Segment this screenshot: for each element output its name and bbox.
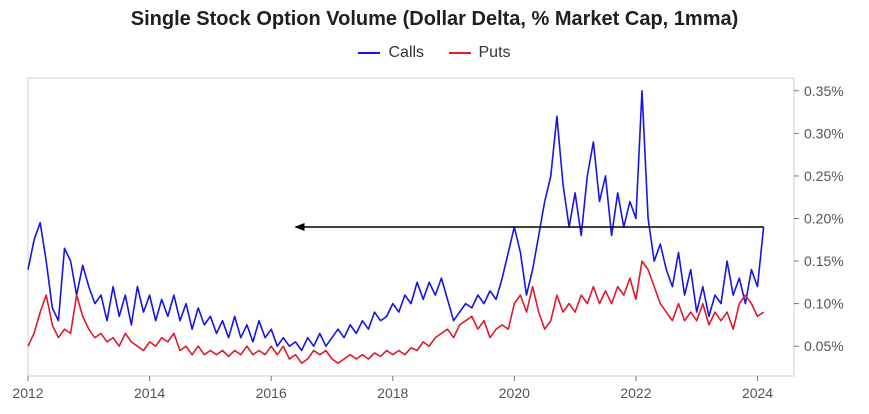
x-tick-label-2014: 2014 — [134, 385, 165, 401]
x-tick-label-2022: 2022 — [620, 385, 651, 401]
legend: Calls Puts — [0, 44, 869, 62]
legend-swatch-calls — [358, 51, 381, 54]
plot-frame — [27, 77, 795, 377]
legend-label-puts: Puts — [478, 44, 511, 61]
y-tick-label-1: 0.10% — [804, 296, 844, 312]
x-tick-label-2020: 2020 — [499, 385, 530, 401]
y-tick-label-4: 0.25% — [804, 168, 844, 184]
chart-title: Single Stock Option Volume (Dollar Delta… — [130, 8, 739, 30]
y-tick-label-6: 0.35% — [804, 83, 844, 99]
y-tick-label-2: 0.15% — [804, 253, 844, 269]
y-axis: 0.05% 0.10% 0.15% 0.20% 0.25% 0.30% 0.35% — [794, 83, 844, 354]
legend-item-calls: Calls — [358, 44, 424, 62]
x-axis: 2012 2014 2016 2018 2020 2022 2024 — [12, 376, 773, 401]
series-line-puts — [27, 260, 765, 365]
legend-swatch-puts — [448, 51, 471, 54]
legend-item-puts: Puts — [448, 44, 511, 62]
y-tick-label-0: 0.05% — [804, 338, 844, 354]
series-line-calls — [27, 90, 765, 352]
legend-label-calls: Calls — [388, 44, 425, 61]
x-tick-label-2012: 2012 — [12, 385, 43, 401]
series-layer — [27, 90, 765, 365]
x-tick-label-2024: 2024 — [742, 385, 773, 401]
x-tick-label-2016: 2016 — [256, 385, 287, 401]
y-tick-label-5: 0.30% — [804, 125, 844, 141]
y-tick-label-3: 0.20% — [804, 210, 844, 226]
x-tick-label-2018: 2018 — [377, 385, 408, 401]
